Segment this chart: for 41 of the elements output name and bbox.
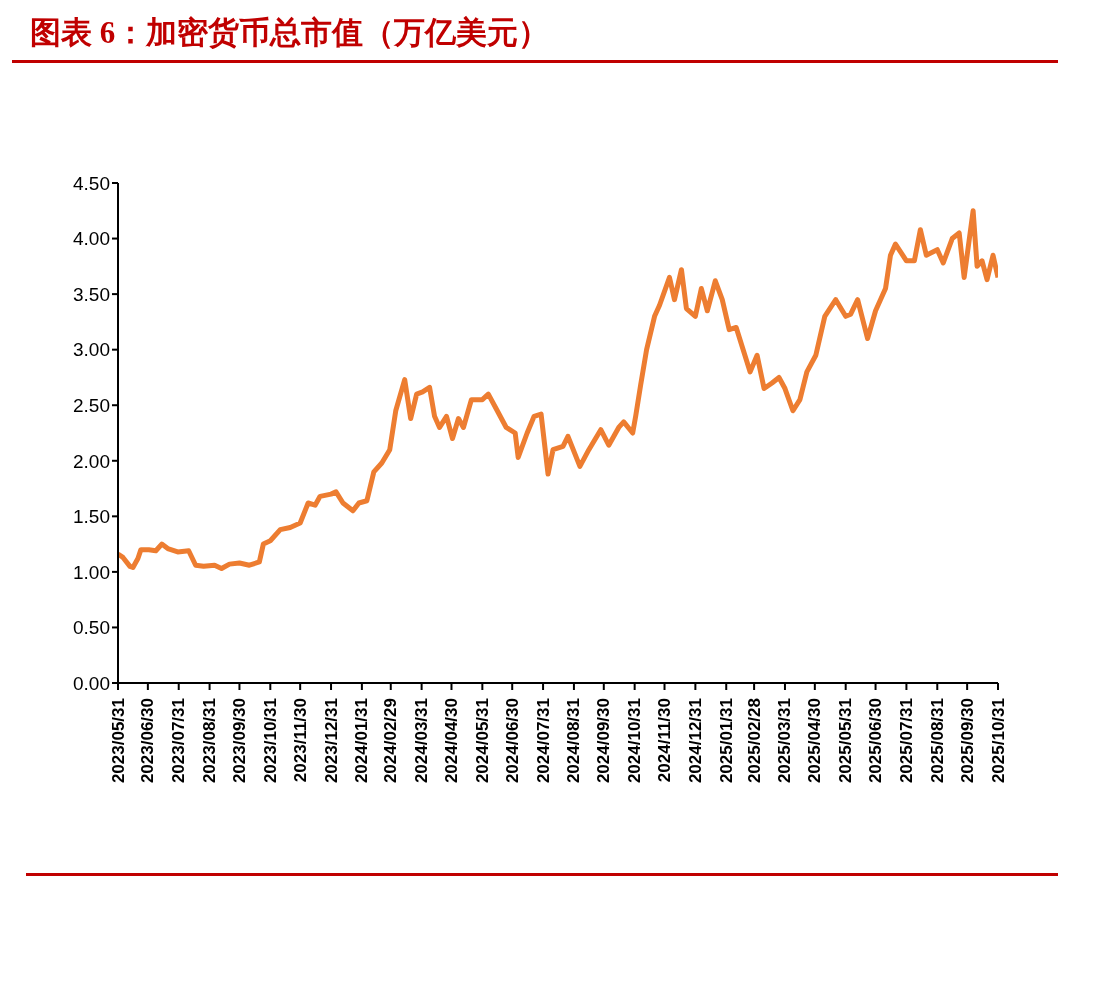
x-tick-label: 2025/09/30 [957, 698, 977, 784]
x-tick-label: 2024/09/30 [594, 698, 614, 784]
y-tick-label: 4.00 [73, 228, 110, 250]
x-tick-label: 2024/03/31 [412, 698, 432, 784]
y-tick-label: 0.50 [73, 617, 110, 639]
y-tick-label: 2.50 [73, 394, 110, 416]
y-tick-label: 4.50 [73, 172, 110, 194]
x-tick-label: 2023/09/30 [229, 698, 249, 784]
chart-title: 图表 6：加密货币总市值（万亿美元） [12, 8, 1058, 63]
y-tick-label: 3.00 [73, 339, 110, 361]
x-tick-label: 2023/08/31 [200, 698, 220, 784]
x-tick-label: 2024/12/31 [685, 698, 705, 784]
x-tick-label: 2025/05/31 [836, 698, 856, 784]
x-tick-label: 2023/11/30 [290, 698, 310, 783]
x-tick-label: 2023/07/31 [169, 698, 189, 784]
x-tick-label: 2023/12/31 [321, 698, 341, 784]
x-tick-label: 2025/01/31 [716, 698, 736, 784]
x-tick-label: 2024/05/31 [472, 698, 492, 784]
x-tick-label: 2023/05/31 [108, 698, 128, 784]
x-tick-label: 2024/01/31 [352, 698, 372, 784]
x-tick-label: 2025/02/28 [744, 698, 764, 784]
y-tick-label: 2.00 [73, 450, 110, 472]
x-tick-label: 2025/07/31 [896, 698, 916, 784]
y-tick-label: 3.50 [73, 283, 110, 305]
x-tick-label: 2024/11/30 [655, 698, 675, 783]
x-tick-label: 2024/04/30 [441, 698, 461, 784]
x-tick-label: 2024/07/31 [533, 698, 553, 784]
x-tick-label: 2025/06/30 [866, 698, 886, 784]
y-tick-label: 1.50 [73, 506, 110, 528]
x-tick-label: 2023/06/30 [138, 698, 158, 784]
x-tick-label: 2025/10/31 [988, 698, 1008, 784]
x-tick-label: 2024/02/29 [381, 698, 401, 784]
y-tick-label: 1.00 [73, 561, 110, 583]
x-tick-label: 2024/08/31 [564, 698, 584, 784]
x-tick-label: 2024/10/31 [625, 698, 645, 784]
x-tick-label: 2025/08/31 [927, 698, 947, 784]
x-tick-label: 2025/04/30 [805, 698, 825, 784]
x-tick-label: 2024/06/30 [502, 698, 522, 784]
x-tick-label: 2025/03/31 [775, 698, 795, 784]
x-tick-label: 2023/10/31 [260, 698, 280, 784]
y-tick-label: 0.00 [73, 672, 110, 694]
